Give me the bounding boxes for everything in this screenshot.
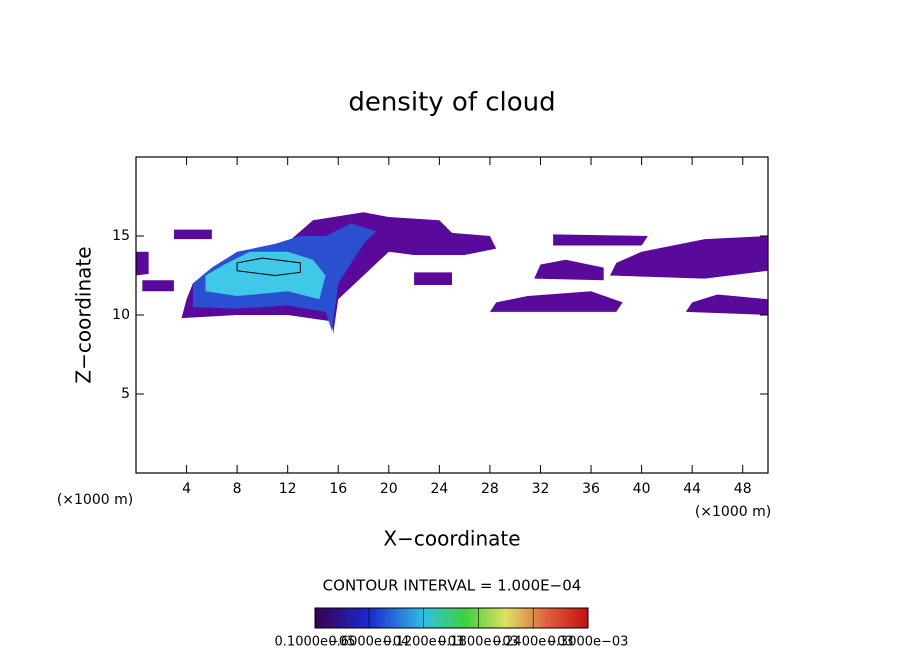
cloud-area <box>414 272 452 285</box>
cloud-area <box>205 251 326 300</box>
cloud-area <box>142 280 174 292</box>
colorbar-label: 0.2400e−03 <box>493 635 574 650</box>
x-axis-label: X−coordinate <box>383 527 520 551</box>
x-unit-label: (×1000 m) <box>695 504 771 520</box>
cloud-area <box>534 259 604 281</box>
colorbar-label: 0.6000e−04 <box>328 635 409 650</box>
x-tick-label: 4 <box>182 481 191 497</box>
cloud-area <box>489 291 623 312</box>
cloud-area <box>685 294 768 315</box>
x-tick-label: 28 <box>481 481 499 497</box>
colorbar-label: 0.1200e−03 <box>383 635 464 650</box>
x-tick-label: 48 <box>734 481 752 497</box>
x-tick-label: 32 <box>532 481 550 497</box>
cloud-area <box>136 251 149 276</box>
x-tick-label: 12 <box>279 481 297 497</box>
contour-line <box>236 257 301 277</box>
x-tick-label: 20 <box>380 481 398 497</box>
y-tick-label: 15 <box>112 228 130 244</box>
x-tick-label: 24 <box>430 481 448 497</box>
x-tick-label: 44 <box>683 481 701 497</box>
contour-note: CONTOUR INTERVAL = 1.000E−04 <box>323 577 582 595</box>
x-tick-label: 36 <box>582 481 600 497</box>
y-tick-label: 10 <box>112 307 130 323</box>
cloud-area <box>553 234 648 246</box>
x-unit-label: (×1000 m) <box>57 492 133 508</box>
y-tick-label: 5 <box>121 386 130 402</box>
colorbar <box>314 607 589 629</box>
chart-title: density of cloud <box>348 88 555 118</box>
x-tick-label: 40 <box>633 481 651 497</box>
cloud-area <box>610 236 768 279</box>
colorbar-label: 0.3000e−03 <box>548 635 629 650</box>
y-axis-label: Z−coordinate <box>72 246 96 383</box>
colorbar-label: 0.1000e−05 <box>275 635 356 650</box>
x-tick-label: 8 <box>233 481 242 497</box>
cloud-area <box>173 229 212 240</box>
colorbar-label: 0.1800e−03 <box>438 635 519 650</box>
x-tick-label: 16 <box>329 481 347 497</box>
